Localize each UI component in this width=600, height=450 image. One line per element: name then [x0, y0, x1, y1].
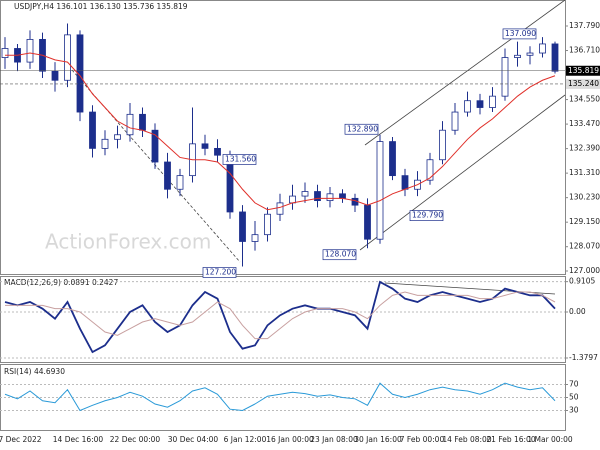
level-label: 135.240 [568, 79, 599, 88]
macd-title: MACD(12,26,9) 0.0891 0.2427 [4, 278, 118, 287]
candle-body [126, 113, 134, 136]
candle-body [289, 195, 296, 204]
rsi-title: RSI(14) 44.6930 [4, 367, 65, 376]
candle-body [151, 129, 159, 163]
candle-body [514, 54, 521, 58]
y-tick-label: 129.150 [569, 217, 600, 226]
candle-body [439, 129, 446, 161]
candle-body [326, 193, 334, 202]
candle-body [26, 38, 34, 63]
x-tick-label: 23 Jan 08:00 [310, 435, 358, 444]
candle-body [51, 70, 59, 81]
candle-body [264, 213, 271, 236]
y-tick-label: 0.9105 [569, 277, 595, 286]
level-box [566, 78, 600, 89]
y-tick-label: 0.00 [569, 307, 586, 316]
candle-body [314, 191, 321, 202]
y-tick-label: -1.3797 [569, 353, 598, 362]
candle-body [139, 113, 146, 131]
annotation-label: 128.070 [325, 250, 356, 259]
candle-body [114, 134, 121, 140]
candle-body [251, 234, 259, 242]
candle-body [489, 95, 496, 108]
candle-body [89, 111, 96, 149]
candle-body [201, 143, 209, 149]
candle-body [64, 34, 71, 81]
y-tick-label: 50 [569, 393, 579, 402]
candle-body [214, 147, 221, 156]
y-tick-label: 132.390 [569, 144, 600, 153]
level-label: 135.819 [568, 66, 599, 75]
candle-body [239, 211, 246, 242]
series-line [5, 291, 556, 340]
candle-body [101, 138, 109, 149]
y-tick-label: 130.230 [569, 193, 600, 202]
annotation-label: 129.790 [412, 211, 443, 220]
candle-body [76, 34, 84, 113]
y-tick-label: 133.470 [569, 119, 600, 128]
candle-body [476, 100, 484, 108]
series-line [5, 52, 556, 211]
candle-body [276, 202, 284, 215]
candle-body [164, 161, 171, 190]
macd-frame [0, 276, 566, 363]
annotation-label: 131.560 [225, 154, 256, 163]
candle-body [401, 175, 409, 190]
candle-body [1, 48, 9, 58]
annotation-label: 137.090 [505, 29, 536, 38]
y-tick-label: 127.000 [569, 266, 600, 275]
x-tick-label: 6 Jan 12:00 [224, 435, 267, 444]
series-line [4, 280, 556, 354]
x-tick-label: 21 Feb 16:00 [486, 435, 535, 444]
candle-body [389, 141, 396, 177]
series-line [4, 382, 556, 412]
annotation-box [202, 267, 237, 278]
y-tick-label: 134.550 [569, 95, 600, 104]
candle-body [551, 43, 559, 72]
watermark: ActionForex.com [45, 230, 211, 254]
level-box [566, 65, 600, 76]
candle-body [376, 141, 384, 240]
annotation-box [409, 210, 444, 221]
main-frame [0, 0, 566, 275]
candle-body [451, 111, 459, 131]
candle-body [364, 204, 371, 240]
y-tick-label: 137.790 [569, 21, 600, 30]
x-tick-label: 30 Jan 16:00 [354, 435, 402, 444]
y-tick-label: 30 [569, 406, 579, 415]
candle-body [426, 159, 434, 181]
candle-body [339, 193, 346, 199]
y-tick-label: 131.310 [569, 168, 600, 177]
candle-body [526, 52, 534, 56]
x-tick-label: 22 Dec 00:00 [110, 435, 161, 444]
x-tick-label: 16 Jan 00:00 [266, 435, 314, 444]
x-tick-label: 1 Mar 00:00 [527, 435, 573, 444]
x-tick-label: 14 Feb 08:00 [442, 435, 491, 444]
annotation-label: 132.890 [347, 124, 378, 133]
candle-body [464, 100, 471, 113]
x-tick-label: 30 Dec 04:00 [168, 435, 219, 444]
annotation-box [322, 249, 357, 261]
x-tick-label: 7 Feb 00:00 [400, 435, 445, 444]
candle-body [301, 191, 309, 197]
y-tick-label: 128.070 [569, 242, 600, 251]
annotation-box [222, 154, 257, 165]
x-tick-label: 14 Dec 16:00 [53, 435, 104, 444]
price-title: USDJPY,H4 136.101 136.130 135.736 135.81… [14, 2, 188, 11]
y-tick-label: 136.710 [569, 46, 600, 55]
y-tick-label: 70 [569, 380, 579, 389]
annotation-box [502, 28, 537, 40]
candle-body [539, 43, 546, 54]
annotation-box [344, 123, 379, 135]
annotation-label: 127.200 [205, 267, 236, 276]
candle-body [501, 57, 509, 97]
candle-body [176, 175, 184, 190]
x-tick-label: 7 Dec 2022 [0, 435, 42, 444]
